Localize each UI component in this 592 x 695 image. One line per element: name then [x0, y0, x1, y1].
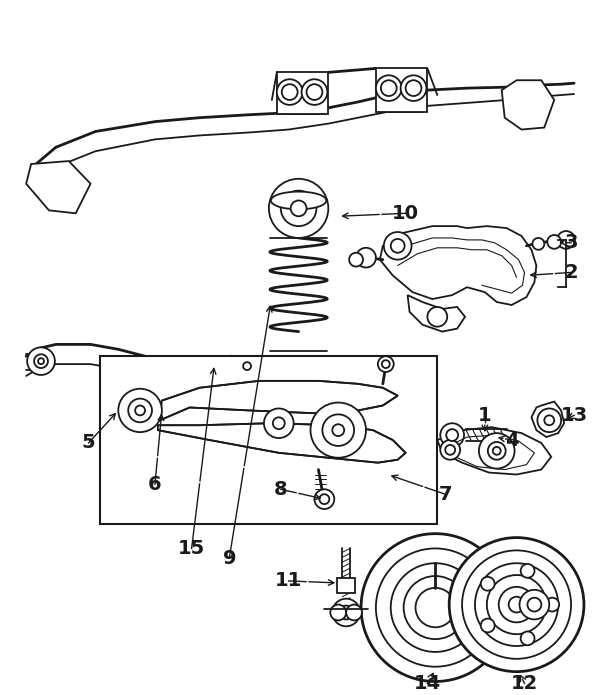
Circle shape: [527, 598, 541, 612]
Circle shape: [282, 84, 298, 100]
Text: 14: 14: [414, 674, 441, 693]
Circle shape: [291, 200, 307, 216]
Circle shape: [243, 362, 251, 370]
Text: 15: 15: [178, 539, 205, 558]
Polygon shape: [437, 427, 551, 475]
Ellipse shape: [271, 192, 326, 209]
Polygon shape: [158, 423, 406, 463]
Circle shape: [34, 354, 48, 368]
Text: 8: 8: [274, 480, 288, 499]
Circle shape: [481, 619, 495, 632]
Circle shape: [307, 84, 323, 100]
Circle shape: [264, 409, 294, 438]
Circle shape: [416, 588, 455, 628]
Circle shape: [498, 587, 535, 622]
Circle shape: [487, 575, 546, 634]
Circle shape: [545, 598, 559, 612]
Circle shape: [532, 238, 544, 250]
Polygon shape: [26, 161, 91, 213]
Circle shape: [27, 348, 55, 375]
Circle shape: [462, 550, 571, 659]
Polygon shape: [101, 357, 437, 524]
Circle shape: [346, 605, 362, 621]
Circle shape: [406, 80, 422, 96]
Polygon shape: [501, 80, 554, 129]
Text: 2: 2: [564, 263, 578, 282]
Text: 7: 7: [439, 484, 452, 504]
Circle shape: [391, 563, 480, 652]
Polygon shape: [532, 402, 564, 437]
Circle shape: [382, 360, 390, 368]
Circle shape: [404, 576, 467, 639]
Circle shape: [440, 440, 460, 459]
Circle shape: [349, 253, 363, 266]
Circle shape: [320, 494, 329, 504]
Circle shape: [314, 489, 334, 509]
Circle shape: [277, 79, 303, 105]
Circle shape: [520, 564, 535, 578]
Text: 11: 11: [275, 571, 303, 591]
Polygon shape: [277, 72, 329, 114]
Circle shape: [481, 577, 495, 591]
Polygon shape: [407, 295, 465, 332]
Text: 5: 5: [82, 434, 95, 452]
Circle shape: [281, 190, 317, 226]
Text: 6: 6: [148, 475, 162, 494]
Circle shape: [509, 597, 525, 612]
Circle shape: [520, 590, 549, 619]
Circle shape: [310, 402, 366, 458]
Polygon shape: [337, 578, 355, 593]
Circle shape: [384, 232, 411, 260]
Circle shape: [332, 598, 360, 626]
Circle shape: [376, 548, 495, 667]
Circle shape: [118, 389, 162, 432]
Polygon shape: [160, 381, 398, 420]
Circle shape: [378, 357, 394, 372]
Circle shape: [538, 409, 561, 432]
Circle shape: [38, 358, 44, 364]
Circle shape: [356, 248, 376, 268]
Circle shape: [488, 442, 506, 459]
Circle shape: [391, 239, 404, 253]
Circle shape: [323, 414, 354, 446]
Circle shape: [493, 447, 501, 455]
Circle shape: [135, 405, 145, 416]
Circle shape: [445, 445, 455, 455]
Circle shape: [520, 632, 535, 645]
Circle shape: [475, 563, 558, 646]
Text: 12: 12: [511, 674, 538, 693]
Circle shape: [544, 416, 554, 425]
Circle shape: [269, 179, 329, 238]
Circle shape: [376, 75, 401, 101]
Circle shape: [301, 79, 327, 105]
Polygon shape: [376, 68, 427, 112]
Polygon shape: [380, 226, 536, 305]
Circle shape: [237, 357, 257, 376]
Circle shape: [273, 417, 285, 430]
Text: 3: 3: [564, 234, 578, 252]
Text: 10: 10: [392, 204, 419, 223]
Circle shape: [339, 605, 353, 619]
Circle shape: [547, 235, 561, 249]
Circle shape: [479, 433, 514, 468]
Circle shape: [332, 424, 344, 436]
Circle shape: [330, 605, 346, 621]
Text: 1: 1: [478, 406, 492, 425]
Circle shape: [449, 538, 584, 671]
Circle shape: [427, 307, 447, 327]
Circle shape: [446, 430, 458, 441]
Text: 4: 4: [505, 430, 519, 450]
Circle shape: [401, 75, 426, 101]
Circle shape: [440, 423, 464, 447]
Text: 9: 9: [223, 549, 236, 568]
Circle shape: [128, 399, 152, 423]
Text: 13: 13: [561, 406, 588, 425]
Circle shape: [557, 231, 575, 249]
Circle shape: [381, 80, 397, 96]
